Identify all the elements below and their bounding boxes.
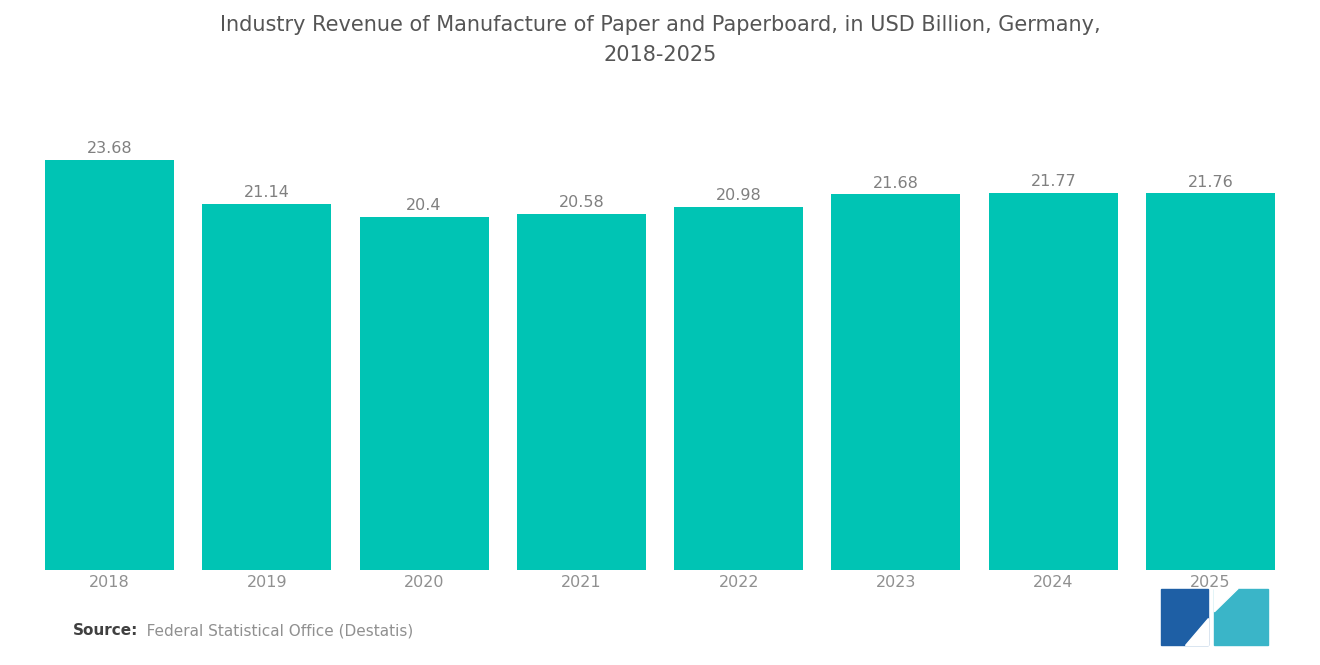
Text: 21.68: 21.68: [873, 176, 919, 191]
Polygon shape: [1162, 589, 1209, 645]
Text: 21.77: 21.77: [1031, 174, 1076, 190]
Bar: [675, 207, 803, 571]
Bar: [1146, 193, 1275, 571]
Polygon shape: [1214, 589, 1238, 612]
Bar: [832, 194, 961, 571]
Text: 21.14: 21.14: [244, 186, 289, 200]
Bar: [359, 217, 488, 571]
Bar: [517, 213, 645, 571]
Title: Industry Revenue of Manufacture of Paper and Paperboard, in USD Billion, Germany: Industry Revenue of Manufacture of Paper…: [219, 15, 1101, 65]
Text: 20.58: 20.58: [558, 195, 605, 210]
Bar: [989, 193, 1118, 571]
Bar: [202, 204, 331, 571]
Text: Source:: Source:: [73, 623, 139, 638]
Text: Federal Statistical Office (Destatis): Federal Statistical Office (Destatis): [132, 623, 413, 638]
Text: 23.68: 23.68: [87, 142, 132, 156]
Polygon shape: [1214, 589, 1267, 645]
Text: 21.76: 21.76: [1188, 175, 1233, 190]
Text: 20.98: 20.98: [715, 188, 762, 203]
Bar: [45, 160, 174, 571]
Polygon shape: [1185, 618, 1209, 645]
Text: 20.4: 20.4: [407, 198, 442, 213]
